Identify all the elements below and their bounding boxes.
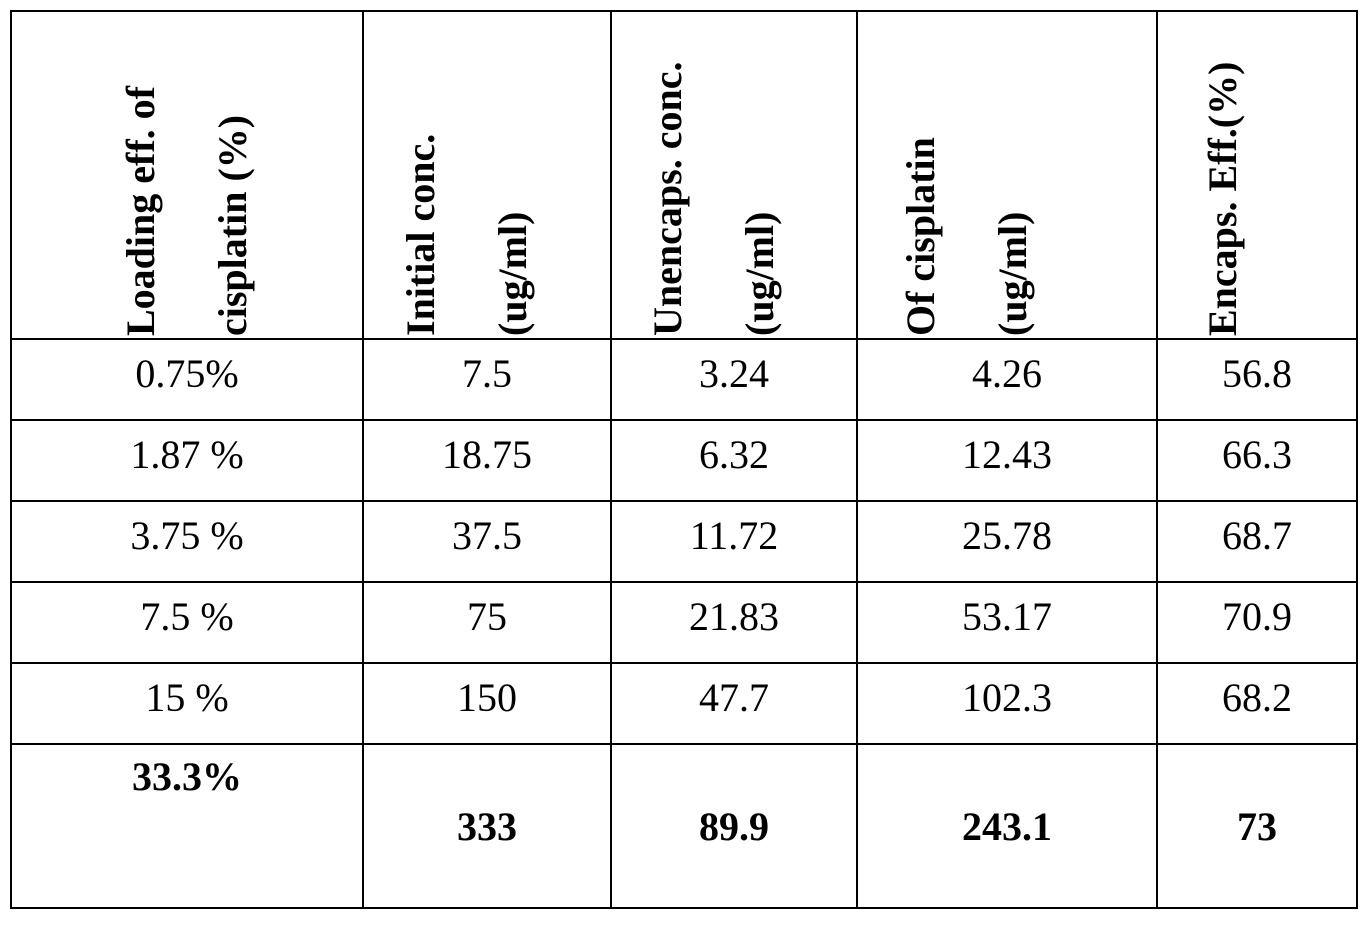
table-cell: 7.5 xyxy=(363,339,611,420)
table-cell: 37.5 xyxy=(363,501,611,582)
table-row: 1.87 % 18.75 6.32 12.43 66.3 xyxy=(11,420,1357,501)
table-cell: 243.1 xyxy=(857,744,1157,908)
table-cell: 0.75% xyxy=(11,339,363,420)
table-row: 15 % 150 47.7 102.3 68.2 xyxy=(11,663,1357,744)
table-cell: 56.8 xyxy=(1157,339,1357,420)
header-of-cisplatin: Of cisplatin (ug/ml) xyxy=(857,11,1157,339)
table-cell: 15 % xyxy=(11,663,363,744)
table-cell: 3.24 xyxy=(611,339,857,420)
table-cell: 4.26 xyxy=(857,339,1157,420)
table-cell: 21.83 xyxy=(611,582,857,663)
header-line: Encaps. Eff.(%) xyxy=(1177,16,1269,336)
table-cell: 68.2 xyxy=(1157,663,1357,744)
header-line: (ug/ml) xyxy=(467,16,559,336)
header-line: (ug/ml) xyxy=(967,16,1059,336)
header-row: Loading eff. of cisplatin (%) Initial co… xyxy=(11,11,1357,339)
table-row: 3.75 % 37.5 11.72 25.78 68.7 xyxy=(11,501,1357,582)
header-line: Loading eff. of xyxy=(95,16,187,336)
table-cell: 68.7 xyxy=(1157,501,1357,582)
table-row: 33.3% 333 89.9 243.1 73 xyxy=(11,744,1357,908)
table-cell: 18.75 xyxy=(363,420,611,501)
table-cell: 7.5 % xyxy=(11,582,363,663)
table-cell: 53.17 xyxy=(857,582,1157,663)
table-cell: 6.32 xyxy=(611,420,857,501)
table-cell: 11.72 xyxy=(611,501,857,582)
table-row: 7.5 % 75 21.83 53.17 70.9 xyxy=(11,582,1357,663)
header-unencaps-conc: Unencaps. conc. (ug/ml) xyxy=(611,11,857,339)
table-cell: 150 xyxy=(363,663,611,744)
header-line: Of cisplatin xyxy=(875,16,967,336)
table-row: 0.75% 7.5 3.24 4.26 56.8 xyxy=(11,339,1357,420)
table-cell: 70.9 xyxy=(1157,582,1357,663)
table-cell: 12.43 xyxy=(857,420,1157,501)
table-cell: 1.87 % xyxy=(11,420,363,501)
header-line: (ug/ml) xyxy=(714,16,806,336)
table-cell: 102.3 xyxy=(857,663,1157,744)
table-cell: 25.78 xyxy=(857,501,1157,582)
header-loading-eff: Loading eff. of cisplatin (%) xyxy=(11,11,363,339)
header-encaps-eff: Encaps. Eff.(%) xyxy=(1157,11,1357,339)
header-initial-conc: Initial conc. (ug/ml) xyxy=(363,11,611,339)
table-cell: 73 xyxy=(1157,744,1357,908)
table-cell: 47.7 xyxy=(611,663,857,744)
header-line: Unencaps. conc. xyxy=(622,16,714,336)
table-cell: 75 xyxy=(363,582,611,663)
header-line: Initial conc. xyxy=(375,16,467,336)
table-cell: 33.3% xyxy=(11,744,363,908)
data-table: Loading eff. of cisplatin (%) Initial co… xyxy=(10,10,1358,909)
table-cell: 66.3 xyxy=(1157,420,1357,501)
table-cell: 333 xyxy=(363,744,611,908)
table-cell: 3.75 % xyxy=(11,501,363,582)
header-line: cisplatin (%) xyxy=(187,16,279,336)
table-cell: 89.9 xyxy=(611,744,857,908)
